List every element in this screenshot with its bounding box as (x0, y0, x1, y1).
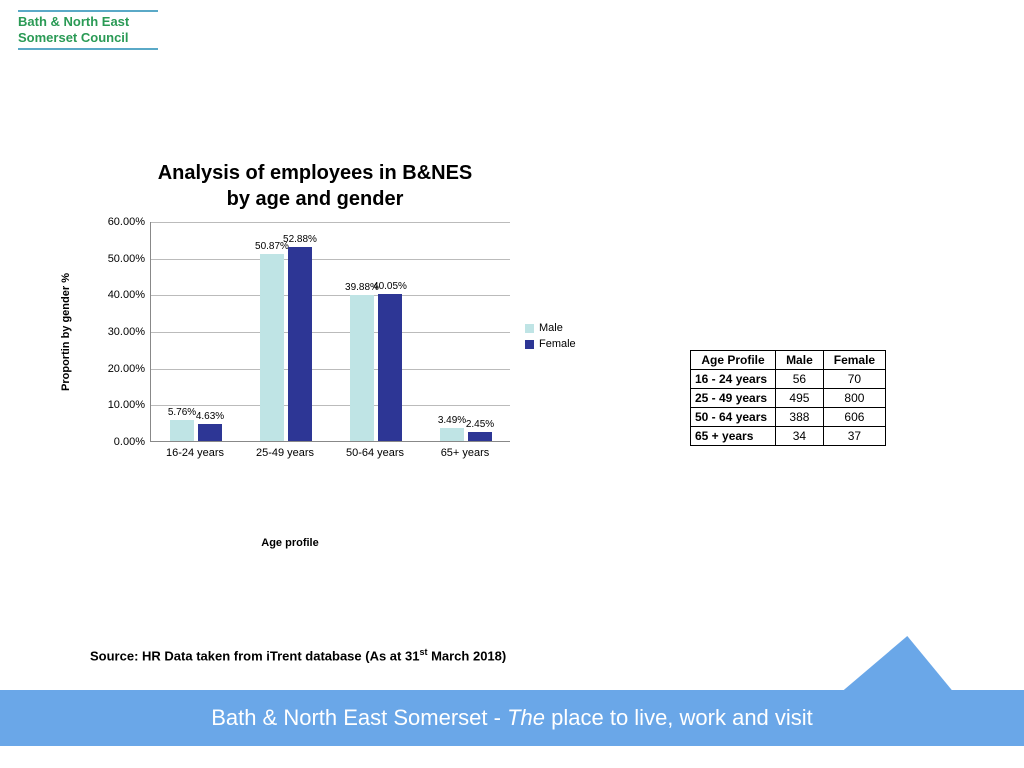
table-cell: 50 - 64 years (691, 408, 776, 427)
bar-male (170, 420, 194, 441)
y-tick-label: 20.00% (95, 363, 145, 375)
footer-tagline: Bath & North East Somerset - The place t… (211, 705, 813, 731)
y-tick-label: 60.00% (95, 216, 145, 228)
age-profile-table: Age ProfileMaleFemale16 - 24 years567025… (690, 350, 886, 446)
bar-male (350, 295, 374, 441)
bar-value-label: 40.05% (368, 281, 412, 292)
footer-prefix: Bath & North East Somerset - (211, 705, 507, 730)
y-tick-label: 50.00% (95, 253, 145, 265)
bar-value-label: 52.88% (278, 234, 322, 245)
council-logo: Bath & North East Somerset Council (18, 10, 158, 50)
bar-female (288, 247, 312, 441)
chart-title-line2: by age and gender (55, 186, 575, 212)
chart-title: Analysis of employees in B&NES by age an… (55, 160, 575, 212)
legend-label: Male (539, 322, 563, 334)
legend-swatch (525, 324, 534, 333)
table-cell: 800 (823, 389, 885, 408)
table-row: 25 - 49 years495800 (691, 389, 886, 408)
table-row: 65 + years3437 (691, 427, 886, 446)
plot-wrap: Proportin by gender % 5.76%4.63%50.87%52… (95, 222, 575, 492)
table-row: 16 - 24 years5670 (691, 370, 886, 389)
table-header-cell: Age Profile (691, 351, 776, 370)
table-cell: 606 (823, 408, 885, 427)
y-axis-label: Proportin by gender % (60, 273, 72, 391)
bar-value-label: 4.63% (188, 411, 232, 422)
gridline (151, 332, 510, 333)
legend-item-male: Male (525, 322, 576, 334)
legend-item-female: Female (525, 338, 576, 350)
legend-label: Female (539, 338, 576, 350)
gridline (151, 259, 510, 260)
logo-text: Bath & North East Somerset Council (18, 12, 158, 48)
legend: Male Female (525, 322, 576, 354)
footer-emphasis: The (507, 705, 545, 730)
x-tick-label: 25-49 years (245, 447, 325, 459)
gridline (151, 405, 510, 406)
y-tick-label: 10.00% (95, 399, 145, 411)
table-cell: 37 (823, 427, 885, 446)
table-cell: 56 (776, 370, 824, 389)
gridline (151, 369, 510, 370)
table-cell: 16 - 24 years (691, 370, 776, 389)
x-axis-label: Age profile (110, 537, 470, 549)
gridline (151, 295, 510, 296)
table-header-cell: Male (776, 351, 824, 370)
bar-female (198, 424, 222, 441)
bar-female (468, 432, 492, 441)
plot-area: 5.76%4.63%50.87%52.88%39.88%40.05%3.49%2… (150, 222, 510, 442)
y-tick-label: 0.00% (95, 436, 145, 448)
source-suffix: March 2018) (427, 648, 506, 663)
table-cell: 495 (776, 389, 824, 408)
bar-male (260, 254, 284, 441)
logo-bar-bottom (18, 48, 158, 50)
source-citation: Source: HR Data taken from iTrent databa… (90, 647, 506, 663)
legend-swatch (525, 340, 534, 349)
bar-male (440, 428, 464, 441)
table-cell: 70 (823, 370, 885, 389)
y-tick-label: 40.00% (95, 289, 145, 301)
logo-line1: Bath & North East (18, 14, 158, 30)
source-prefix: Source: HR Data taken from iTrent databa… (90, 648, 419, 663)
x-tick-label: 16-24 years (155, 447, 235, 459)
x-tick-label: 65+ years (425, 447, 505, 459)
logo-line2: Somerset Council (18, 30, 158, 46)
chart-container: Analysis of employees in B&NES by age an… (55, 160, 575, 549)
table-cell: 65 + years (691, 427, 776, 446)
table-cell: 25 - 49 years (691, 389, 776, 408)
table-row: 50 - 64 years388606 (691, 408, 886, 427)
footer-suffix: place to live, work and visit (545, 705, 813, 730)
chart-title-line1: Analysis of employees in B&NES (55, 160, 575, 186)
table-header-cell: Female (823, 351, 885, 370)
bar-value-label: 2.45% (458, 419, 502, 430)
y-tick-label: 30.00% (95, 326, 145, 338)
footer-arrow-icon (837, 636, 968, 696)
gridline (151, 222, 510, 223)
x-tick-label: 50-64 years (335, 447, 415, 459)
table-cell: 34 (776, 427, 824, 446)
table-cell: 388 (776, 408, 824, 427)
bar-female (378, 294, 402, 441)
footer-band: Bath & North East Somerset - The place t… (0, 690, 1024, 746)
